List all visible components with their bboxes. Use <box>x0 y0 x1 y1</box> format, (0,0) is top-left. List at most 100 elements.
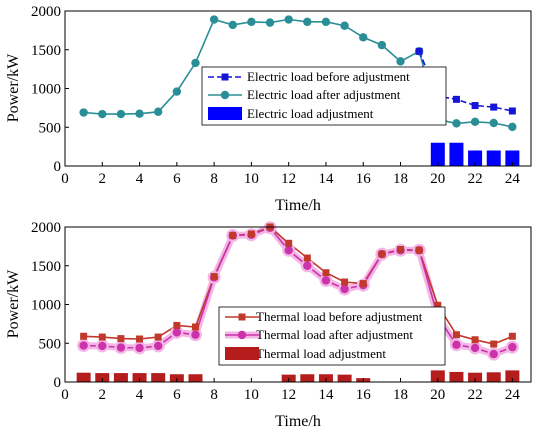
electric-x-tick-label: 10 <box>244 171 259 187</box>
electric-y-tick-label: 0 <box>54 159 62 175</box>
thermal-adjustment-bar <box>76 372 91 382</box>
thermal-after-marker <box>116 343 126 352</box>
thermal-before-marker <box>397 245 405 253</box>
thermal-bars-layer <box>76 370 520 382</box>
electric-before-marker <box>471 102 479 110</box>
thermal-x-tick-label: 14 <box>318 387 334 403</box>
electric-after-marker <box>265 18 275 27</box>
electric-legend-after-marker <box>220 90 230 100</box>
electric-legend-adjustment-swatch <box>208 107 242 120</box>
thermal-adjustment-bar <box>113 373 128 382</box>
electric-after-marker <box>489 118 498 128</box>
thermal-x-tick-label: 4 <box>136 387 144 403</box>
electric-y-tick-label: 500 <box>39 120 62 136</box>
electric-after-marker <box>359 33 368 42</box>
thermal-adjustment-bar <box>188 374 203 382</box>
thermal-adjustment-bar <box>151 373 166 382</box>
electric-x-tick-label: 0 <box>61 171 69 187</box>
thermal-adjustment-bar <box>337 374 352 382</box>
electric-after-marker <box>377 40 387 50</box>
electric-legend-before-marker <box>221 73 229 81</box>
thermal-after-marker <box>154 341 163 351</box>
electric-adjustment-bar <box>430 142 445 166</box>
electric-after-marker <box>98 109 107 119</box>
thermal-before-marker <box>434 301 442 309</box>
electric-x-tick-label: 20 <box>430 171 445 187</box>
electric-y-tick-label: 1000 <box>31 82 61 98</box>
thermal-legend: Thermal load before adjustment Thermal l… <box>218 306 446 366</box>
thermal-x-tick-label: 10 <box>244 387 259 403</box>
electric-legend-box <box>201 66 447 126</box>
thermal-x-tick-label: 22 <box>468 387 483 403</box>
electric-x-tick-label: 8 <box>210 171 218 187</box>
electric-legend-label-before: Electric load before adjustment <box>247 69 410 84</box>
electric-after-marker <box>284 15 293 24</box>
thermal-x-tick-label: 20 <box>430 387 445 403</box>
thermal-adjustment-bar <box>468 372 483 382</box>
electric-y-axis-label: Power/kW <box>5 53 22 122</box>
electric-after-marker <box>135 109 144 118</box>
thermal-after-marker <box>470 343 480 353</box>
thermal-before-marker <box>154 333 162 341</box>
thermal-legend-before-marker <box>238 313 246 321</box>
electric-x-tick-label: 18 <box>393 171 408 187</box>
thermal-before-marker <box>191 323 199 331</box>
electric-after-marker <box>209 15 219 24</box>
thermal-before-marker <box>229 232 237 240</box>
thermal-legend-label-adjustment: Thermal load adjustment <box>256 346 386 361</box>
thermal-after-marker <box>452 340 461 349</box>
thermal-before-marker <box>210 273 218 281</box>
electric-adjustment-bar <box>468 150 483 166</box>
thermal-before-marker <box>490 340 498 348</box>
electric-legend-label-adjustment: Electric load adjustment <box>247 106 374 121</box>
electric-after-marker <box>228 20 237 30</box>
electric-after-marker <box>340 21 349 30</box>
electric-x-tick-label: 22 <box>468 171 483 187</box>
thermal-legend-label-after: Thermal load after adjustment <box>256 327 413 342</box>
thermal-before-marker <box>322 269 330 277</box>
thermal-after-marker <box>489 349 498 359</box>
thermal-before-marker <box>117 335 125 343</box>
thermal-adjustment-bar <box>449 371 464 382</box>
electric-x-axis-label: Time/h <box>275 197 321 214</box>
electric-after-marker <box>303 17 312 27</box>
electric-after-marker <box>508 122 517 132</box>
thermal-legend-label-before: Thermal load before adjustment <box>256 309 423 324</box>
electric-before-marker <box>508 107 516 115</box>
thermal-adjustment-bar <box>95 373 110 382</box>
thermal-legend-adjustment-swatch <box>225 347 259 360</box>
electric-x-tick-label: 4 <box>136 171 144 187</box>
thermal-before-marker <box>378 250 386 258</box>
thermal-y-tick-label: 2000 <box>31 220 61 236</box>
thermal-before-marker <box>247 230 255 238</box>
electric-x-tick-label: 24 <box>505 171 521 187</box>
thermal-y-tick-label: 1000 <box>31 298 61 314</box>
thermal-after-marker <box>172 328 182 337</box>
thermal-after-marker <box>79 341 88 350</box>
thermal-after-marker <box>98 341 107 351</box>
thermal-after-marker <box>303 261 312 270</box>
electric-adjustment-bar <box>505 150 520 166</box>
electric-after-marker <box>247 17 256 27</box>
thermal-adjustment-bar <box>300 374 315 382</box>
electric-adjustment-bar <box>449 142 464 166</box>
electric-x-tick-label: 14 <box>318 171 334 187</box>
thermal-before-marker <box>359 280 367 288</box>
thermal-after-marker <box>321 276 331 285</box>
electric-after-marker <box>452 119 461 128</box>
thermal-y-tick-label: 500 <box>39 336 62 352</box>
thermal-adjustment-bar <box>505 370 520 382</box>
thermal-before-marker <box>415 246 423 254</box>
thermal-adjustment-bar <box>430 370 445 382</box>
electric-adjustment-bar <box>486 150 501 166</box>
electric-before-marker <box>415 47 423 55</box>
thermal-x-tick-label: 24 <box>505 387 521 403</box>
thermal-before-marker <box>452 331 460 339</box>
electric-before-marker <box>490 103 498 111</box>
thermal-before-marker <box>98 333 106 341</box>
thermal-before-marker <box>508 332 516 340</box>
